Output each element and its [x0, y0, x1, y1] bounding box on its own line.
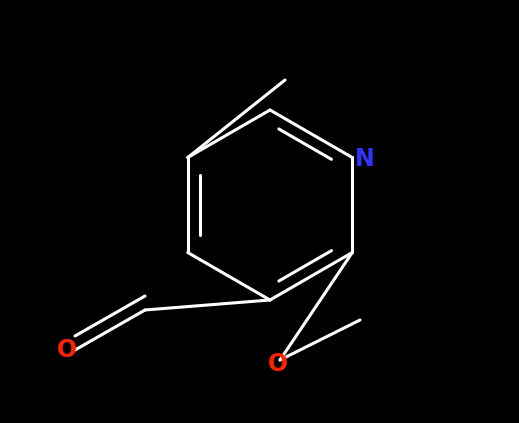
Text: O: O — [268, 352, 288, 376]
Text: O: O — [57, 338, 77, 362]
Text: N: N — [354, 148, 374, 171]
